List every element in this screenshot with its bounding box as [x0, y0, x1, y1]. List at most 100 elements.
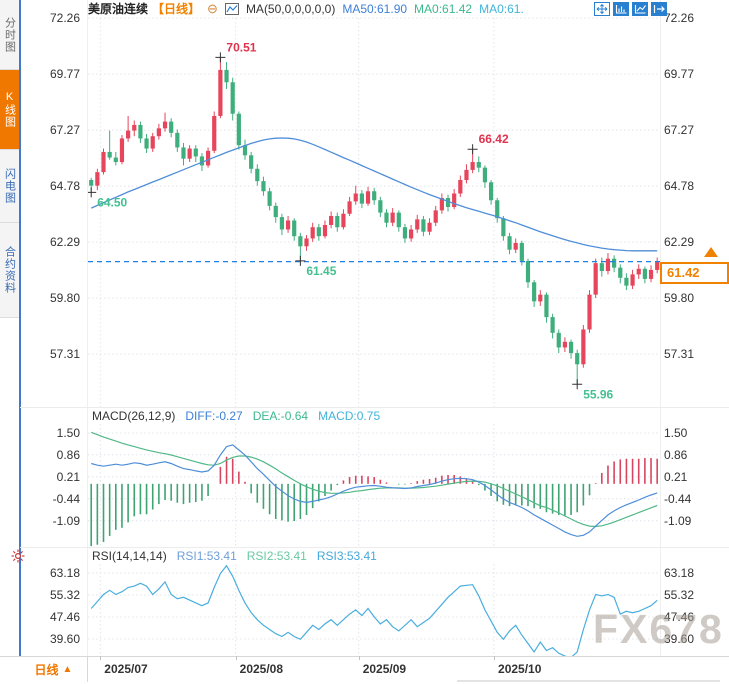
indicator-settings-sun-icon[interactable]	[11, 549, 25, 563]
ma50-value-label: MA50:61.90	[342, 1, 408, 16]
sidebar: 分时图 K线图 闪电图 合约资料	[0, 0, 19, 684]
rsi-line	[90, 564, 658, 656]
svg-text:70.51: 70.51	[226, 40, 256, 54]
ma-settings-label: MA(50,0,0,0,0,0)	[245, 1, 336, 16]
y-axis-label: 62.29	[49, 235, 80, 250]
y-axis-label: 63.18	[664, 566, 695, 580]
period-tag[interactable]: 【日线】	[152, 2, 201, 16]
sidebar-tab-time-chart[interactable]: 分时图	[0, 0, 19, 70]
y-axis-label: 59.80	[49, 291, 80, 305]
y-axis-label: -1.09	[664, 513, 692, 528]
x-axis-label: 2025/10	[498, 662, 542, 676]
candlestick-chart[interactable]: 64.50 70.51 61.45 66.42 55.96	[88, 0, 662, 408]
scrollbar-track[interactable]	[457, 680, 720, 682]
y-axis-label: 47.46	[664, 609, 695, 624]
macd-dea-label: DEA:-0.64	[252, 409, 309, 423]
y-axis-label: 57.31	[49, 346, 80, 361]
period-up-arrow-icon: ▲	[62, 664, 73, 675]
zoom-range-icon[interactable]	[613, 2, 629, 16]
macd-diff-label: DIFF:-0.27	[185, 409, 243, 423]
x-axis-row	[0, 656, 729, 684]
y-axis-label: 47.46	[49, 609, 80, 624]
plot-left-edge	[87, 0, 88, 656]
plot-right-edge	[660, 0, 661, 656]
price-up-arrow-icon	[704, 247, 718, 257]
grid	[88, 564, 660, 656]
rsi-params-label: RSI(14,14,14)	[92, 549, 167, 563]
y-axis-label: 55.32	[49, 587, 80, 602]
x-axis-tick	[358, 656, 360, 660]
y-axis-label: 0.86	[664, 447, 688, 462]
period-selector[interactable]: 日线 ▲	[20, 657, 88, 682]
price-annotations: 64.50 70.51 61.45 66.42 55.96	[88, 40, 614, 401]
y-axis-label: 69.77	[664, 66, 695, 81]
rsi2-label: RSI2:53.41	[246, 549, 307, 563]
macd-chart[interactable]	[88, 408, 662, 548]
macd-header: MACD(26,12,9) DIFF:-0.27 DEA:-0.64 MACD:…	[92, 408, 387, 424]
rsi-chart[interactable]	[88, 548, 662, 656]
macd-params-label: MACD(26,12,9)	[92, 409, 176, 423]
y-axis-label: 64.78	[664, 179, 695, 194]
svg-text:66.42: 66.42	[479, 132, 509, 146]
y-axis-label: 63.18	[49, 566, 80, 580]
sidebar-tab-contract-info[interactable]: 合约资料	[0, 223, 19, 318]
y-axis-label: 64.78	[49, 179, 80, 194]
y-axis-label: 72.26	[664, 11, 695, 25]
y-axis-label: 69.77	[49, 66, 80, 81]
sidebar-tab-kline-chart[interactable]: K线图	[0, 70, 19, 150]
collapse-indicator-icon[interactable]: ⊖	[207, 1, 218, 16]
sidebar-divider	[19, 0, 21, 684]
crosshair-move-icon[interactable]	[594, 2, 610, 16]
macd-rsi-separator	[20, 547, 729, 548]
chart-toolbar	[594, 2, 667, 16]
x-axis-label: 2025/07	[104, 662, 148, 676]
y-axis-label: -1.09	[52, 513, 80, 528]
y-axis-label: 67.27	[664, 123, 695, 138]
x-axis-tick	[235, 656, 237, 660]
svg-text:55.96: 55.96	[583, 387, 613, 401]
rsi-header: RSI(14,14,14) RSI1:53.41 RSI2:53.41 RSI3…	[92, 548, 383, 564]
dea-line	[90, 431, 658, 528]
symbol-name: 美原油连续	[88, 2, 149, 16]
x-axis-label: 2025/09	[362, 662, 407, 676]
y-axis-label: 67.27	[49, 123, 80, 138]
main-macd-separator	[20, 407, 729, 408]
y-axis-label: 0.21	[56, 469, 80, 484]
x-axis-tick	[100, 656, 102, 660]
ma0-value-label-green: MA0:61.42	[414, 1, 473, 16]
sidebar-tab-lightning-chart[interactable]: 闪电图	[0, 150, 19, 223]
macd-value-label: MACD:0.75	[318, 409, 381, 423]
rsi3-label: RSI3:53.41	[316, 549, 377, 563]
pane-expand-icon[interactable]	[651, 2, 667, 16]
y-axis-label: 57.31	[664, 346, 695, 361]
ma50-line	[90, 137, 658, 252]
svg-text:61.45: 61.45	[306, 264, 336, 278]
y-axis-label: 39.60	[664, 631, 695, 646]
candles	[89, 57, 660, 385]
diff-line	[91, 444, 658, 537]
current-price-tag: 61.42	[660, 262, 729, 284]
axis-scale-icon[interactable]	[632, 2, 648, 16]
y-axis-label: 62.29	[664, 235, 695, 250]
y-axis-label: 55.32	[664, 587, 695, 602]
y-axis-label: 1.50	[664, 426, 688, 441]
y-axis-label: 1.50	[56, 426, 80, 441]
y-axis-label: 0.86	[56, 447, 80, 462]
y-axis-label: 59.80	[664, 291, 695, 305]
rsi1-label: RSI1:53.41	[176, 549, 237, 563]
kline-style-icon[interactable]	[224, 2, 239, 15]
chart-header: 美原油连续 【日线】 ⊖ MA(50,0,0,0,0,0) MA50:61.90…	[88, 0, 524, 17]
y-axis-label: -0.44	[52, 491, 80, 506]
y-axis-label: 39.60	[49, 631, 80, 646]
y-axis-label: -0.44	[664, 491, 692, 506]
y-axis-label: 72.26	[49, 11, 80, 25]
period-selector-label: 日线	[34, 663, 59, 677]
ma0-value-label-cyan: MA0:61.	[479, 1, 524, 16]
grid	[88, 17, 660, 407]
macd-histogram	[90, 456, 658, 547]
svg-text:64.50: 64.50	[97, 195, 127, 209]
x-axis-tick	[494, 656, 496, 660]
y-axis-label: 0.21	[664, 469, 688, 484]
x-axis-label: 2025/08	[239, 662, 284, 676]
